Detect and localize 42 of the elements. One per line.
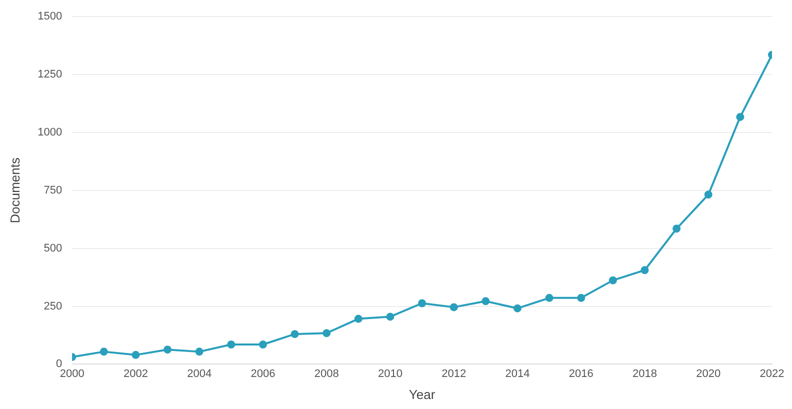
x-tick-label: 2006 [250, 368, 276, 380]
point [704, 190, 712, 199]
y-tick-label: 750 [44, 184, 62, 196]
y-tick-label: 0 [56, 358, 62, 370]
point [418, 299, 426, 308]
point [577, 294, 586, 302]
point [482, 297, 490, 306]
x-tick-label: 2002 [123, 368, 148, 380]
point [132, 350, 140, 359]
y-tick-label: 250 [44, 300, 62, 312]
y-axis-title: Documents [7, 157, 22, 224]
y-tick-label: 1500 [38, 10, 62, 23]
point [164, 346, 172, 354]
x-tick-label: 2014 [505, 368, 530, 380]
x-tick-label: 2000 [60, 368, 84, 380]
point [513, 304, 522, 312]
x-tick-label: 2010 [378, 368, 402, 380]
point [290, 330, 299, 338]
x-tick-label: 2018 [632, 368, 657, 380]
point [322, 329, 331, 338]
point [736, 112, 744, 121]
y-tick-label: 1000 [38, 126, 62, 138]
x-axis-title: Year [408, 386, 436, 402]
x-tick-label: 2016 [568, 368, 594, 380]
point [195, 348, 204, 356]
x-tick-label: 2004 [187, 368, 212, 380]
x-tick-label: 2012 [442, 368, 466, 380]
x-tick-label: 2008 [314, 368, 339, 380]
point [354, 314, 362, 323]
x-tick-label: 2022 [760, 368, 784, 380]
point [640, 266, 649, 274]
point [258, 340, 267, 349]
x-tick-label: 2020 [696, 368, 721, 380]
point [545, 294, 554, 302]
point [672, 224, 681, 233]
point [227, 340, 236, 349]
point [386, 312, 394, 321]
y-tick-label: 1250 [38, 68, 62, 81]
point [608, 276, 617, 284]
point [100, 348, 108, 356]
y-tick-label: 500 [44, 242, 62, 254]
point [450, 303, 458, 312]
